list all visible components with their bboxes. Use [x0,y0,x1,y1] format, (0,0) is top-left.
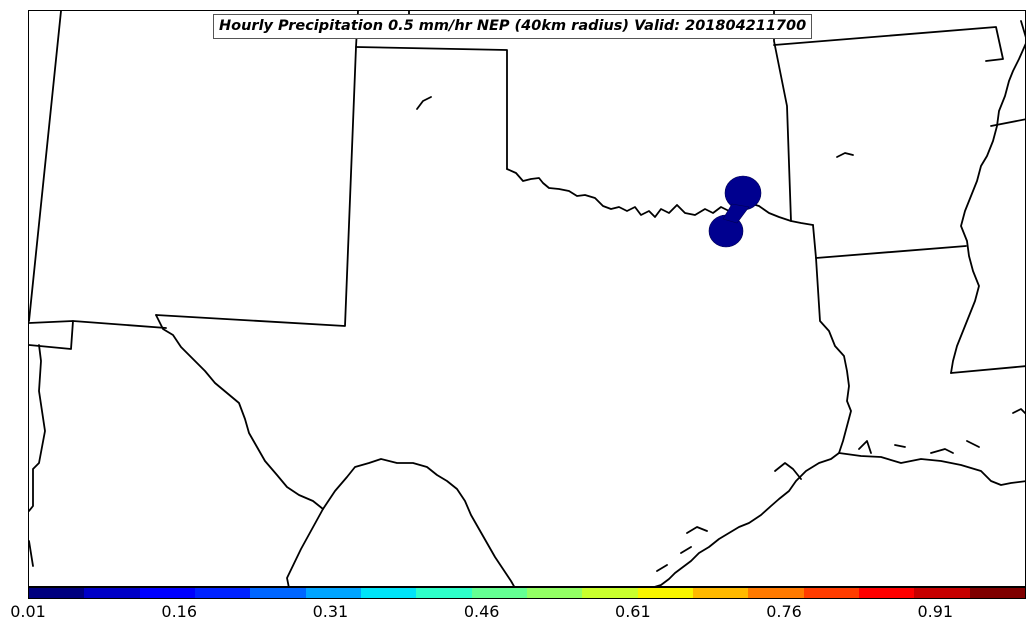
precip-blob-north [724,175,762,211]
colorbar-tick-label: 0.76 [766,602,802,621]
colorbar-segment [360,588,417,598]
ok-ar-border [773,11,792,222]
precip-area [708,175,762,248]
tn-ms-line [990,118,1025,127]
colorbar-segment [969,588,1025,598]
tx-nm-south-border [72,320,167,329]
colorbar [28,587,1026,599]
tx-west-border [155,314,324,510]
colorbar-segment [692,588,749,598]
colorbar-segment [748,588,804,598]
la-ms-border [950,365,1025,374]
colorbar-tick-label: 0.46 [463,602,500,621]
colorbar-segment [84,588,140,598]
colorbar-segment [858,588,915,598]
colorbar-segment [471,588,527,598]
nm-mexico-border [29,344,46,512]
mx-coast-south [29,540,34,567]
nm-west-border [29,11,62,322]
tx-la-border [812,224,852,454]
colorbar-segment [416,588,472,598]
state-boundaries-map [29,11,1025,586]
rio-grande-lower [322,458,515,586]
red-river [506,168,814,226]
colorbar-tick-label: 0.61 [615,602,651,621]
colorbar-segment [139,588,195,598]
coastal-islands [858,408,1025,454]
colorbar-segment [914,588,970,598]
tx-bays [656,462,802,572]
la-coast [838,452,1025,486]
gulf-coast [654,452,840,586]
colorbar-segment [637,588,693,598]
colorbar-segment [803,588,859,598]
map-title: Hourly Precipitation 0.5 mm/hr NEP (40km… [213,14,813,39]
colorbar-segment [194,588,251,598]
colorbar-tick-label: 0.91 [917,602,954,621]
lake-ar [836,152,854,158]
colorbar-segment [526,588,583,598]
precip-blob-neck [722,203,750,224]
colorbar-tick-label: 0.01 [10,602,46,621]
colorbar-segment [582,588,638,598]
mississippi-river [950,20,1025,374]
lake-nm [416,96,432,110]
ok-north-border [355,46,508,170]
map-panel[interactable] [28,10,1026,587]
colorbar-tick-label: 0.31 [312,602,349,621]
colorbar-segment [29,588,85,598]
colorbar-segment [250,588,306,598]
ar-la-border [815,245,967,259]
nm-tx-border [155,11,359,327]
colorbar-segment [305,588,361,598]
colorbar-tick-labels: 0.01 0.16 0.31 0.46 0.61 0.76 0.91 [0,600,1036,630]
mexico-border-west [286,508,324,586]
mo-ar-border [773,26,1004,62]
nm-south-border [29,320,74,350]
colorbar-tick-label: 0.16 [161,602,198,621]
